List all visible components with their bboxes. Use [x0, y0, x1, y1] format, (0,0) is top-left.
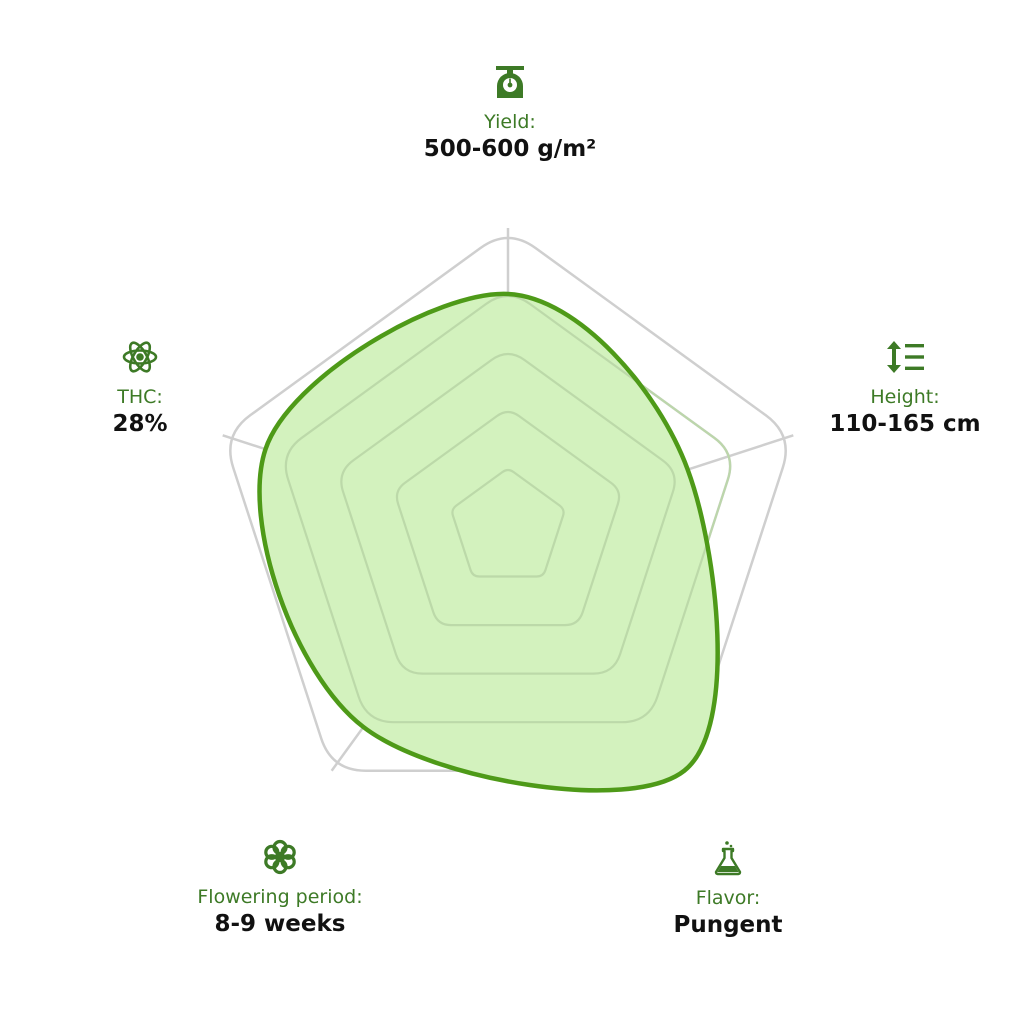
axis-thc: THC: 28% [20, 339, 260, 439]
series-line [257, 291, 720, 793]
axis-height: Height: 110-165 cm [785, 339, 1020, 439]
axis-label: Flavor: [695, 887, 761, 909]
axis-flavor: Flavor: Pungent [608, 840, 848, 940]
axis-label: THC: [117, 386, 163, 408]
flask-icon [714, 841, 742, 876]
series-area [259, 293, 718, 791]
grid-ring-inner [451, 468, 565, 578]
axis-value: 8-9 weeks [214, 911, 346, 937]
axis-label: Yield: [484, 111, 536, 133]
height-icon [887, 341, 924, 373]
axis-label: Height: [870, 386, 940, 408]
axis-yield: Yield: 500-600 g/m² [390, 64, 630, 164]
axis-value: Pungent [673, 912, 783, 938]
axis-label: Flowering period: [197, 886, 363, 908]
grid-ring-inner [340, 352, 676, 675]
axis-value: 28% [112, 411, 168, 437]
radar-series [257, 291, 732, 793]
scale-icon [496, 66, 524, 98]
grid-ring-inner [395, 410, 621, 627]
flower-icon [264, 839, 296, 875]
axis-value: 110-165 cm [829, 411, 981, 437]
axis-value: 500-600 g/m² [423, 136, 597, 162]
axis-flowering-period: Flowering period: 8-9 weeks [160, 839, 400, 939]
atom-icon [122, 341, 158, 373]
grid-ring-inner [284, 294, 732, 724]
